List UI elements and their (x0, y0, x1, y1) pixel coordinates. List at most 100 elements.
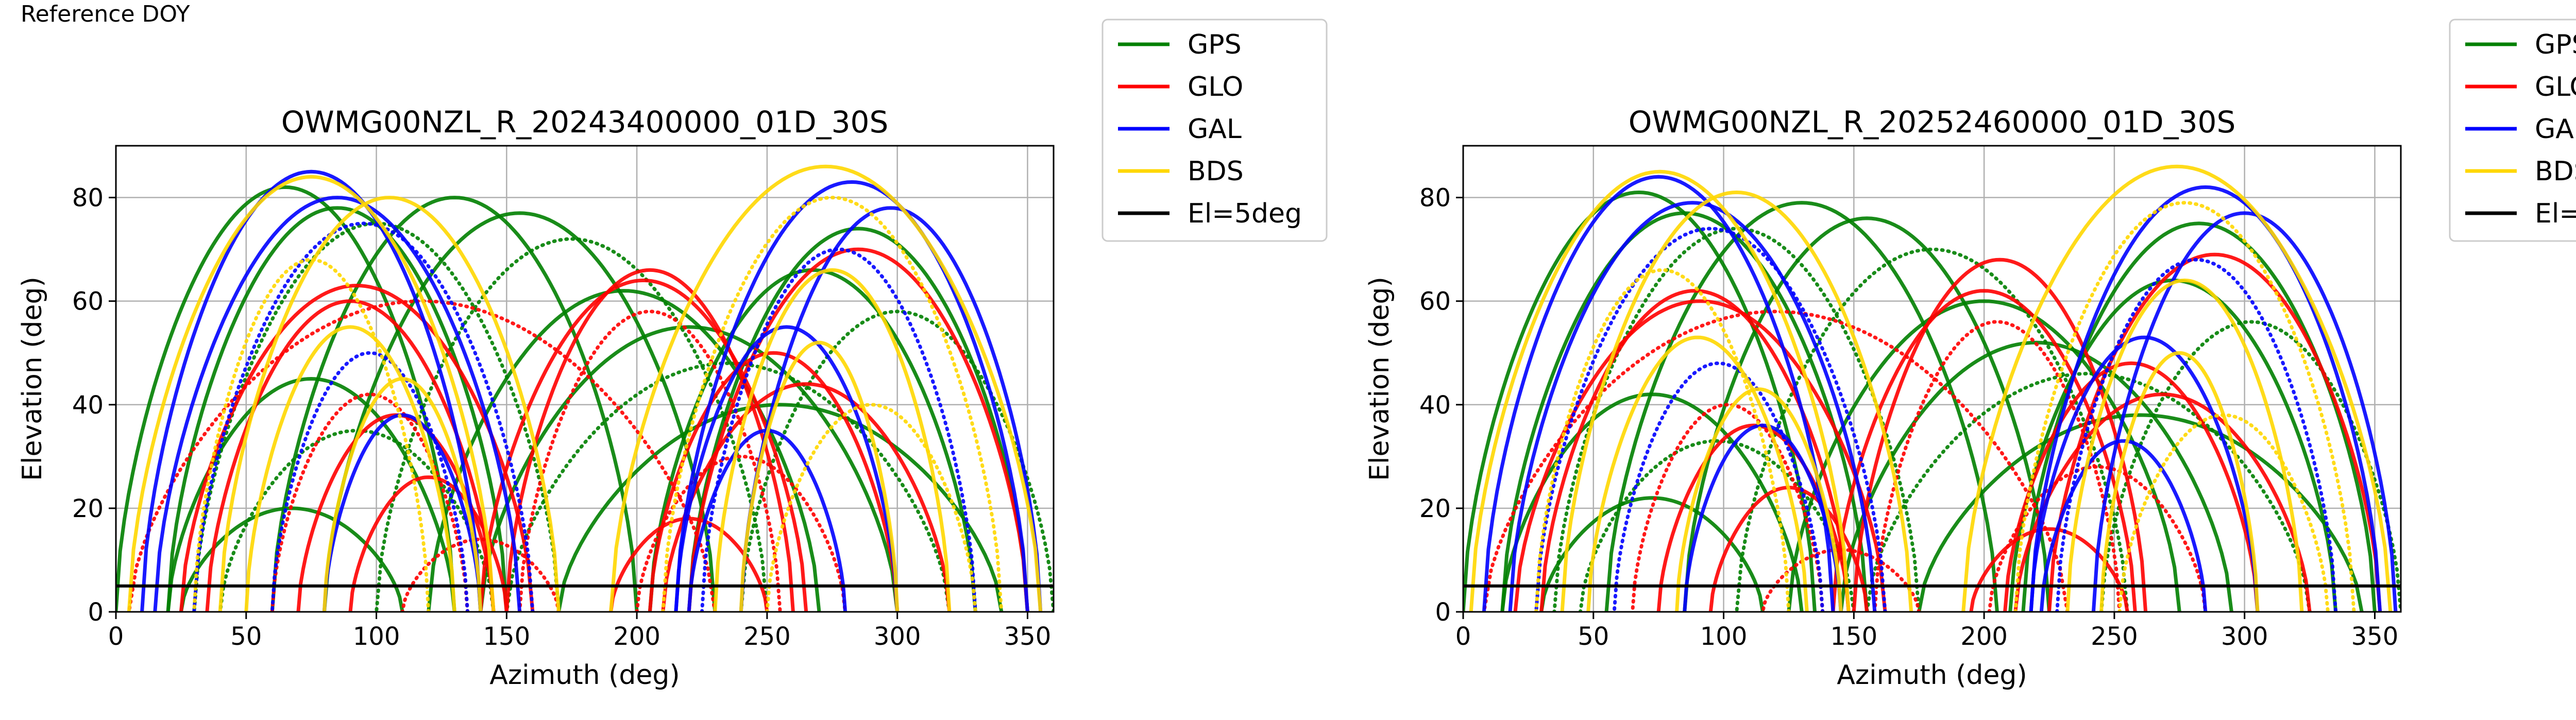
sat-track-bds (1961, 164, 2393, 612)
sat-track-bds (218, 196, 561, 612)
sat-track-glo (661, 382, 952, 612)
x-tick-label: 350 (2351, 622, 2399, 651)
sat-track-gps (1579, 439, 1856, 612)
x-tick-label: 0 (1455, 622, 1471, 651)
sat-track-gps (1539, 496, 1765, 612)
sat-track-gps (1604, 201, 1999, 612)
sat-track-gps (218, 428, 496, 612)
plot-area (116, 164, 1054, 612)
sat-track-bds (1675, 387, 1843, 612)
sat-track-bds (661, 196, 1004, 612)
y-tick-label: 0 (1435, 598, 1451, 627)
y-tick-label: 20 (1419, 494, 1451, 523)
x-axis-label: Azimuth (deg) (489, 660, 680, 691)
sat-track-bds (1534, 268, 1791, 612)
y-tick-label: 20 (72, 494, 104, 523)
x-tick-label: 250 (743, 622, 791, 651)
sat-track-bds (127, 175, 496, 612)
sat-track-gps (1917, 413, 2364, 612)
sat-track-glo (1987, 465, 2208, 612)
legend-label: GAL (2535, 114, 2576, 145)
legend-label: GLO (2535, 72, 2576, 102)
sat-track-gal (674, 180, 1029, 612)
sat-track-gps (1683, 216, 2051, 612)
y-tick-label: 0 (88, 598, 104, 627)
sat-track-bds (1469, 169, 1851, 612)
sat-track-bds (765, 403, 977, 612)
sat-track-gal (1683, 423, 1843, 612)
sat-track-gps (322, 211, 717, 612)
legend-label: El=5deg (1188, 198, 1302, 229)
sat-track-glo (348, 475, 509, 612)
sat-track-glo (1969, 527, 2129, 612)
sat-track-glo (518, 310, 782, 612)
sat-track-gps (739, 310, 1054, 612)
sat-track-glo (2003, 361, 2260, 612)
chart-title: OWMG00NZL_R_20243400000_01D_30S (281, 105, 889, 140)
sat-track-glo (270, 392, 469, 612)
series-gal (140, 169, 1043, 612)
x-tick-label: 50 (230, 622, 262, 651)
reference-doy-label: Reference DOY (21, 1, 190, 27)
sat-track-glo (1760, 547, 1921, 612)
sat-track-gps (1865, 371, 2312, 612)
legend-label: El=5deg (2535, 198, 2576, 229)
sat-track-glo (1831, 289, 2137, 612)
sat-track-bds (1560, 190, 1913, 612)
x-tick-label: 200 (613, 622, 660, 651)
x-tick-label: 0 (108, 622, 124, 651)
sat-track-glo (400, 537, 561, 612)
sat-track-glo (1852, 258, 2148, 612)
sat-track-gps (1500, 392, 1804, 612)
sat-track-bds (1586, 335, 1809, 612)
x-tick-label: 100 (353, 622, 400, 651)
y-axis-label: Elevation (deg) (17, 277, 48, 481)
y-tick-label: 40 (1419, 391, 1451, 420)
sat-track-glo (179, 283, 535, 612)
sat-track-gal (2091, 211, 2398, 612)
sat-track-glo (1482, 310, 2070, 612)
sat-track-gps (1787, 299, 2181, 612)
x-tick-label: 250 (2091, 622, 2138, 651)
sat-track-gal (674, 325, 900, 612)
sat-track-gal (2039, 439, 2208, 612)
legend-label: GLO (1188, 72, 1243, 102)
legend-label: BDS (2535, 156, 2576, 187)
sat-track-gal (140, 169, 483, 612)
skyplot-panel-right: 0 50 100 150 200 250 300 350 0 20 40 60 80 OWMG00NZL_… (1364, 19, 2576, 691)
y-tick-label: 60 (1419, 287, 1451, 316)
sat-track-gps (504, 361, 952, 612)
sat-track-glo (504, 268, 795, 612)
legend-box (1101, 19, 1328, 242)
x-tick-label: 200 (1960, 622, 2008, 651)
sat-track-bds (713, 268, 952, 612)
sat-track-gal (1612, 361, 1825, 612)
sat-track-gps (1463, 190, 1817, 612)
series-bds (1469, 164, 2393, 612)
sat-track-bds (609, 164, 1043, 612)
sat-track-gal (1534, 227, 1887, 612)
sat-track-bds (2013, 201, 2356, 612)
sat-track-gal (322, 413, 483, 612)
x-tick-label: 300 (2221, 622, 2268, 651)
x-tick-label: 150 (483, 622, 531, 651)
sat-track-gps (166, 206, 509, 612)
sat-track-gps (556, 403, 1004, 612)
x-tick-label: 150 (1831, 622, 1878, 651)
sat-track-bds (2065, 278, 2304, 612)
sat-track-bds (244, 325, 456, 612)
sat-track-gal (1482, 175, 1835, 612)
sat-track-gal (153, 196, 522, 612)
skyplot-panel-left: 0 50 100 150 200 250 300 350 0 20 40 60 80 OWMG00NZL_… (17, 19, 1328, 691)
sat-track-gps (479, 325, 900, 612)
y-axis-label: Elevation (deg) (1364, 277, 1395, 481)
y-tick-label: 60 (72, 287, 104, 316)
legend: GPS GLO GAL BDS El=5deg (2449, 19, 2576, 242)
sat-track-gps (116, 185, 456, 612)
x-tick-label: 50 (1578, 622, 1609, 651)
sat-track-glo (1873, 320, 2122, 612)
sat-track-bds (322, 376, 483, 612)
y-tick-label: 80 (72, 184, 104, 213)
sat-track-bds (739, 340, 900, 612)
